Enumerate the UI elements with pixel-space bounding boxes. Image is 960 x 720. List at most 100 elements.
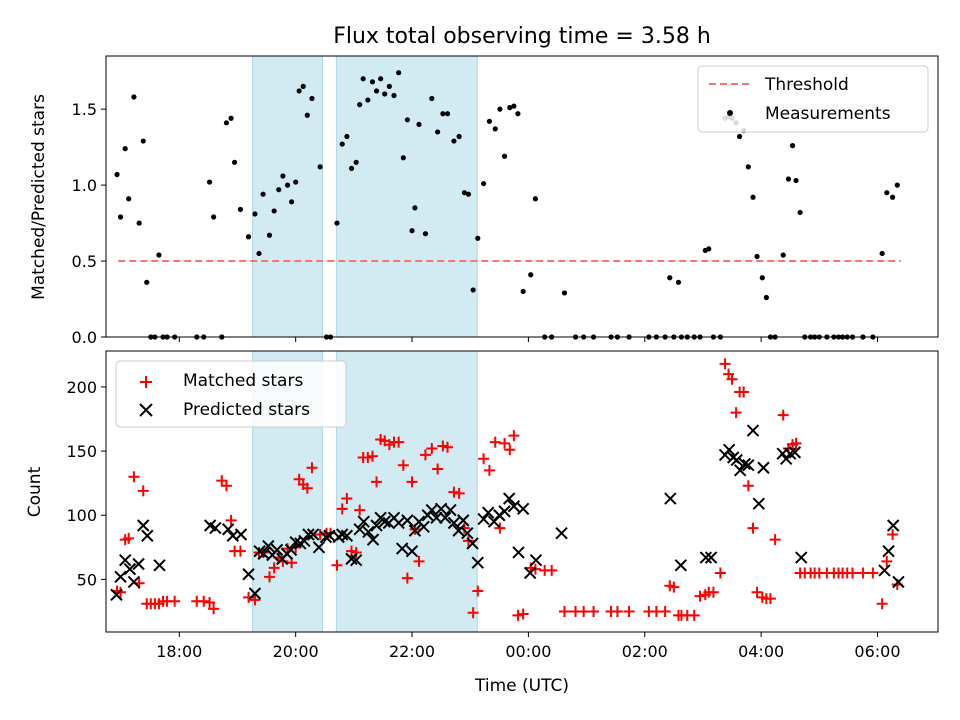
matched-star-point <box>719 358 731 370</box>
predicted-star-point <box>523 566 537 580</box>
measurement-point <box>114 171 120 178</box>
predicted-star-point <box>757 461 770 474</box>
matched-star-point <box>714 567 726 579</box>
measurement-point <box>759 275 765 281</box>
predicted-stars-series <box>110 424 905 601</box>
time-x-tick-label: 18:00 <box>156 642 202 661</box>
predicted-star-point <box>408 524 422 537</box>
measurement-point <box>470 287 476 293</box>
predicted-star-point <box>886 519 900 532</box>
predicted-star-point <box>370 519 383 532</box>
measurement-point <box>561 290 568 296</box>
matched-star-point <box>472 585 484 597</box>
predicted-star-point <box>114 570 127 584</box>
measurement-point <box>223 120 230 126</box>
predicted-star-point <box>319 530 333 544</box>
predicted-star-point <box>123 562 137 576</box>
measurement-point <box>409 228 415 234</box>
measurement-point <box>451 138 457 144</box>
predicted-star-point <box>284 543 298 557</box>
measurement-point <box>140 138 146 144</box>
matched-star-point <box>306 462 318 474</box>
matched-star-point <box>208 603 220 615</box>
matched-star-point <box>694 590 706 602</box>
matched-star-point <box>881 555 893 567</box>
count-panel: 50 100 150 200 18:00 20:00 22:00 00:00 02:00 04:… <box>25 350 939 696</box>
measurement-point <box>126 196 132 202</box>
ratio-y-tick-label: 0.0 <box>72 328 97 347</box>
measurement-point <box>353 159 359 165</box>
measurement-point <box>750 194 756 200</box>
measurement-point <box>144 279 150 285</box>
matched-star-point <box>499 437 511 449</box>
measurement-point <box>206 179 213 185</box>
measurement-point <box>785 176 792 182</box>
predicted-star-point <box>466 537 479 550</box>
predicted-star-point <box>461 526 474 540</box>
matched-star-point <box>115 586 127 598</box>
legend-threshold-label: Threshold <box>764 75 849 95</box>
predicted-star-point <box>306 528 320 541</box>
measurement-point <box>780 252 786 258</box>
measurement-point <box>378 76 384 82</box>
measurement-point <box>444 111 451 117</box>
matched-star-point <box>517 608 529 620</box>
matched-star-point <box>578 605 590 617</box>
measurement-point <box>515 111 521 117</box>
matched-star-point <box>413 555 425 567</box>
predicted-star-point <box>312 541 326 554</box>
measurement-point <box>309 95 315 102</box>
predicted-star-point <box>512 546 525 559</box>
ratio-legend: Threshold Measurements <box>697 65 929 133</box>
legend-matched-label: Matched stars <box>183 371 303 391</box>
measurement-point <box>284 182 291 188</box>
matched-star-point <box>777 409 789 421</box>
ratio-y-tick-label: 1.5 <box>72 100 97 119</box>
predicted-star-point <box>405 544 419 558</box>
predicted-star-point <box>395 542 409 555</box>
matched-star-point <box>462 535 474 547</box>
count-legend: Matched stars Predicted stars <box>115 360 347 428</box>
measurement-point <box>300 83 306 89</box>
predicted-star-point <box>752 497 766 510</box>
matched-star-point <box>263 571 275 583</box>
matched-star-point <box>198 595 210 607</box>
matched-star-point <box>742 480 754 492</box>
ratio-x-ticks <box>178 337 878 342</box>
predicted-star-point <box>302 528 315 541</box>
predicted-star-point <box>366 533 380 546</box>
measurement-point <box>429 95 435 102</box>
predicted-star-point <box>498 505 511 518</box>
count-y-tick-label: 150 <box>66 442 97 461</box>
predicted-star-point <box>471 556 484 569</box>
measurement-point <box>675 279 682 285</box>
measurement-point <box>511 103 517 109</box>
matched-star-point <box>432 463 444 475</box>
shaded-interval-2 <box>335 55 478 338</box>
predicted-star-point <box>353 523 366 536</box>
matched-star-point <box>659 605 671 617</box>
predicted-star-point <box>477 512 490 526</box>
predicted-star-point <box>298 534 311 548</box>
measurement-point <box>391 92 397 99</box>
matched-star-point <box>726 373 738 385</box>
measurement-point <box>357 102 363 108</box>
legend-predicted-swatch <box>139 403 153 417</box>
measurement-point <box>117 214 124 220</box>
legend-measurements-swatch <box>727 110 733 116</box>
measurement-point <box>348 165 355 171</box>
matched-star-point <box>301 482 313 494</box>
predicted-star-point <box>664 492 677 505</box>
matched-star-point <box>371 476 383 488</box>
ratio-y-tick-label: 0.5 <box>72 252 97 271</box>
count-plot-frame <box>105 350 939 633</box>
matched-star-point <box>478 453 490 465</box>
matched-star-point <box>401 572 413 584</box>
matched-star-point <box>331 559 343 571</box>
measurement-point <box>373 88 380 94</box>
predicted-star-point <box>795 551 808 564</box>
measurement-point <box>894 182 900 188</box>
predicted-star-point <box>555 526 568 540</box>
measurement-point <box>465 191 472 197</box>
